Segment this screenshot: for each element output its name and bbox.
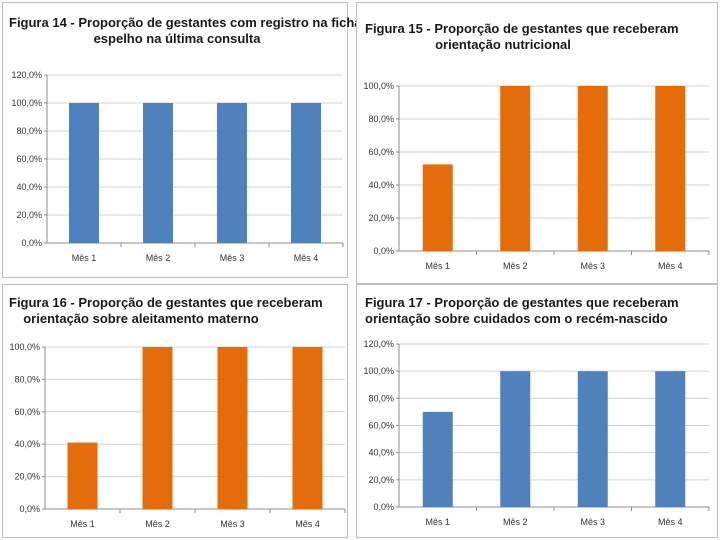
y-tick-label: 100,0% [363, 366, 394, 376]
chart-title-line: orientação sobre aleitamento materno [23, 311, 259, 326]
chart-title-line: espelho na última consulta [93, 31, 261, 46]
chart-title-line: Figura 15 - Proporção de gestantes que r… [365, 21, 679, 36]
plot-fig15: 0,0% 20,0% 40,0% 60,0% 80,0% 100,0% Mês 1 Mês 2… [363, 81, 710, 271]
bar [142, 347, 173, 509]
x-category-label: Mês 3 [580, 517, 605, 527]
x-category-label: Mês 3 [220, 253, 245, 263]
bar [143, 103, 173, 243]
y-tick-label: 20,0% [14, 472, 40, 482]
y-tick-label: 40,0% [368, 180, 394, 190]
bar [577, 86, 608, 251]
y-tick-label: 80,0% [368, 393, 394, 403]
bar [422, 164, 453, 251]
y-tick-label: 120,0% [363, 339, 394, 349]
bar [67, 442, 98, 509]
x-category-label: Mês 1 [425, 261, 450, 271]
chart-title-fig14: Figura 14 - Proporção de gestantes com r… [9, 15, 366, 47]
bar [577, 371, 608, 507]
bar [217, 103, 247, 243]
chart-panel-fig15: Figura 15 - Proporção de gestantes que r… [356, 2, 718, 284]
y-tick-label: 60,0% [368, 421, 394, 431]
bar [292, 347, 323, 509]
y-tick-label: 60,0% [368, 147, 394, 157]
chart-title-line: Figura 16 - Proporção de gestantes que r… [9, 295, 323, 310]
y-tick-label: 0,0% [373, 502, 394, 512]
y-tick-label: 20,0% [368, 213, 394, 223]
y-tick-label: 0,0% [21, 238, 42, 248]
chart-title-fig15: Figura 15 - Proporção de gestantes que r… [365, 21, 679, 53]
x-category-label: Mês 4 [658, 261, 683, 271]
plot-fig16: 0,0% 20,0% 40,0% 60,0% 80,0% 100,0% Mês 1 Mês 2… [9, 342, 346, 529]
plot-fig14: 0,0% 20,0% 40,0% 60,0% 80,0% 100,0% 120,0% Mês … [11, 70, 344, 263]
x-category-label: Mês 3 [580, 261, 605, 271]
y-tick-label: 80,0% [16, 126, 42, 136]
x-category-label: Mês 1 [425, 517, 450, 527]
x-category-label: Mês 1 [70, 519, 95, 529]
chart-panel-fig14: Figura 14 - Proporção de gestantes com r… [2, 2, 366, 278]
bar [500, 86, 531, 251]
chart-title-line: Figura 14 - Proporção de gestantes com r… [9, 15, 366, 30]
chart-title-line: Figura 17 - Proporção de gestantes que r… [365, 295, 679, 310]
x-category-label: Mês 2 [503, 261, 528, 271]
y-tick-label: 60,0% [14, 407, 40, 417]
x-category-label: Mês 1 [72, 253, 97, 263]
y-tick-label: 60,0% [16, 154, 42, 164]
y-tick-label: 80,0% [14, 374, 40, 384]
chart-title-fig16: Figura 16 - Proporção de gestantes que r… [9, 295, 323, 327]
y-tick-label: 40,0% [16, 182, 42, 192]
y-tick-label: 100,0% [9, 342, 40, 352]
bar [500, 371, 531, 507]
plot-fig17: 0,0% 20,0% 40,0% 60,0% 80,0% 100,0% 120,0% Mês … [363, 339, 710, 527]
x-category-label: Mês 2 [145, 519, 170, 529]
chart-title-line: orientação sobre cuidados com o recém-na… [365, 311, 668, 326]
bar [655, 371, 686, 507]
y-tick-label: 0,0% [19, 504, 40, 514]
bar [291, 103, 321, 243]
x-category-label: Mês 4 [295, 519, 320, 529]
x-category-label: Mês 3 [220, 519, 245, 529]
chart-title-fig17: Figura 17 - Proporção de gestantes que r… [365, 295, 679, 327]
x-category-label: Mês 4 [658, 517, 683, 527]
chart-panel-fig16: Figura 16 - Proporção de gestantes que r… [2, 284, 348, 538]
y-tick-label: 0,0% [373, 246, 394, 256]
x-category-label: Mês 2 [146, 253, 171, 263]
y-tick-label: 20,0% [16, 210, 42, 220]
y-tick-label: 100,0% [363, 81, 394, 91]
bar [69, 103, 99, 243]
bar [422, 411, 453, 507]
bar [655, 86, 686, 251]
y-tick-label: 40,0% [14, 439, 40, 449]
y-tick-label: 120,0% [11, 70, 42, 80]
y-tick-label: 80,0% [368, 114, 394, 124]
x-category-label: Mês 2 [503, 517, 528, 527]
y-tick-label: 100,0% [11, 98, 42, 108]
chart-panel-fig17: Figura 17 - Proporção de gestantes que r… [356, 284, 718, 538]
bar [217, 347, 248, 509]
x-category-label: Mês 4 [294, 253, 319, 263]
chart-title-line: orientação nutricional [435, 37, 571, 52]
y-tick-label: 20,0% [368, 475, 394, 485]
y-tick-label: 40,0% [368, 448, 394, 458]
